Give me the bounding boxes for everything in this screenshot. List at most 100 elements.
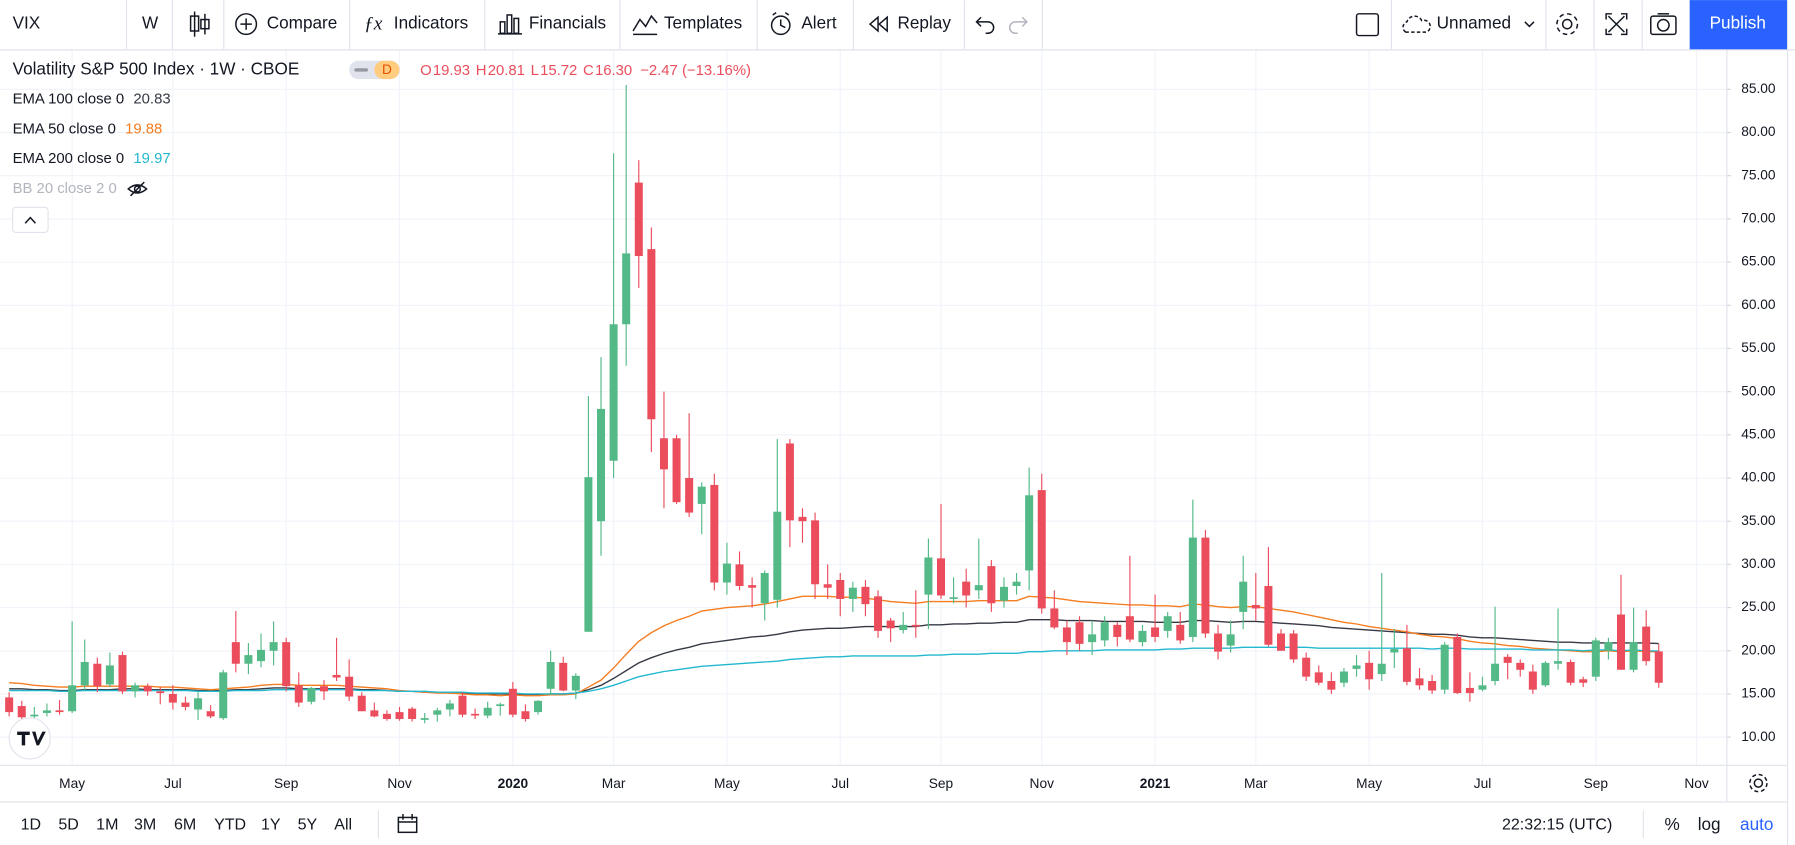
range-button[interactable]: 1M xyxy=(96,816,118,834)
layout-name[interactable]: Unnamed xyxy=(1437,13,1511,33)
candle-body xyxy=(42,710,51,713)
alert-icon[interactable] xyxy=(770,12,791,36)
candle-body xyxy=(546,661,555,689)
range-button[interactable]: 1D xyxy=(21,816,41,834)
tv-logo[interactable] xyxy=(8,717,51,760)
range-button[interactable]: 3M xyxy=(134,816,156,834)
candle-body xyxy=(1314,672,1323,683)
redo-icon[interactable] xyxy=(1008,16,1028,35)
top-toolbar: VIX W Compare ƒx Indicators Financials T… xyxy=(13,0,1787,50)
x-tick-label: 2021 xyxy=(1140,776,1171,791)
symbol[interactable]: VIX xyxy=(13,13,41,33)
indicators-button[interactable]: Indicators xyxy=(394,13,468,33)
percent-toggle[interactable]: % xyxy=(1664,814,1679,834)
candle-body xyxy=(1226,634,1235,646)
candle-body xyxy=(382,713,391,720)
goto-date-icon[interactable] xyxy=(397,814,418,834)
undo-icon[interactable] xyxy=(975,16,995,35)
x-tick-label: Jul xyxy=(1474,776,1492,791)
y-tick-label: 40.00 xyxy=(1741,470,1776,485)
candle-body xyxy=(496,704,505,707)
candle-body xyxy=(445,703,454,710)
financials-icon[interactable] xyxy=(497,14,523,35)
snapshot-icon[interactable] xyxy=(1650,13,1677,36)
collapse-legend-button[interactable] xyxy=(12,206,49,234)
compare-icon[interactable] xyxy=(235,13,258,36)
candle-body xyxy=(1201,537,1210,634)
hidden-eye-icon[interactable] xyxy=(127,181,148,197)
y-tick-label: 70.00 xyxy=(1741,211,1776,226)
grid xyxy=(0,50,1727,765)
candle-body xyxy=(332,674,341,678)
templates-icon[interactable] xyxy=(632,14,658,36)
y-tick-label: 65.00 xyxy=(1741,254,1776,269)
candle-body xyxy=(1566,661,1575,683)
log-toggle[interactable]: log xyxy=(1698,814,1721,834)
settings-icon[interactable] xyxy=(1556,13,1579,36)
interval[interactable]: W xyxy=(142,13,159,33)
candle-body xyxy=(999,586,1008,601)
ohlc-label: O xyxy=(420,63,432,79)
candle-body xyxy=(1163,616,1172,631)
candle-body xyxy=(194,698,203,710)
layout-icon[interactable] xyxy=(1355,13,1380,37)
candle-body xyxy=(987,566,996,604)
x-tick-label: 2020 xyxy=(498,776,529,791)
y-tick-label: 60.00 xyxy=(1741,297,1776,312)
candle-body xyxy=(823,584,832,588)
publish-button-bg[interactable] xyxy=(1689,0,1787,50)
candle-body xyxy=(962,581,971,596)
candle-body xyxy=(1302,657,1311,677)
candle-body xyxy=(1491,663,1500,682)
candle-body xyxy=(1377,663,1386,675)
candle-body xyxy=(1214,633,1223,652)
candle-body xyxy=(80,661,89,686)
candle-body xyxy=(936,558,946,596)
candle-body xyxy=(735,564,744,586)
candle-body xyxy=(471,713,480,716)
range-button[interactable]: YTD xyxy=(214,816,246,834)
range-button[interactable]: 6M xyxy=(174,816,196,834)
ohlc-label: H xyxy=(476,63,487,79)
range-button[interactable]: 5Y xyxy=(298,816,318,834)
candle-body xyxy=(168,693,177,703)
candle-body xyxy=(861,586,870,605)
candle-body xyxy=(395,712,404,720)
indicators-icon[interactable]: ƒx xyxy=(364,14,383,35)
chart-type-icon[interactable] xyxy=(189,11,210,37)
templates-button[interactable]: Templates xyxy=(664,13,742,33)
x-tick-label: May xyxy=(59,776,85,791)
alert-button[interactable]: Alert xyxy=(801,13,837,33)
candle-body xyxy=(622,253,631,325)
candle-body xyxy=(647,249,656,420)
y-tick-label: 85.00 xyxy=(1741,81,1776,96)
candle-body xyxy=(659,438,668,470)
candle-body xyxy=(596,408,606,522)
axis-settings-icon[interactable] xyxy=(1749,773,1768,793)
auto-toggle[interactable]: auto xyxy=(1740,814,1773,834)
badge: D xyxy=(382,62,392,77)
range-button[interactable]: 1Y xyxy=(261,816,281,834)
candle-body xyxy=(899,624,908,631)
candle-body xyxy=(697,486,706,504)
candle-body xyxy=(1604,642,1613,651)
candle-body xyxy=(1151,627,1160,637)
replay-icon[interactable] xyxy=(868,15,888,33)
financials-button[interactable]: Financials xyxy=(529,13,606,33)
ohlc-value: 20.81 xyxy=(488,63,525,79)
compare-button[interactable]: Compare xyxy=(267,13,338,33)
x-tick-label: Sep xyxy=(929,776,954,791)
range-button[interactable]: 5D xyxy=(58,816,78,834)
publish-button[interactable]: Publish xyxy=(1710,13,1766,33)
fullscreen-icon[interactable] xyxy=(1605,13,1628,36)
layout-menu-chevron[interactable] xyxy=(1524,21,1535,28)
ohlc-value: 16.30 xyxy=(595,63,632,79)
candle-body xyxy=(911,624,920,627)
indicator-name: EMA 50 close 0 xyxy=(13,121,116,137)
replay-button[interactable]: Replay xyxy=(898,13,952,33)
y-tick-label: 45.00 xyxy=(1741,426,1776,441)
range-button[interactable]: All xyxy=(334,816,352,834)
candle-body xyxy=(1616,614,1626,670)
x-tick-label: May xyxy=(714,776,740,791)
